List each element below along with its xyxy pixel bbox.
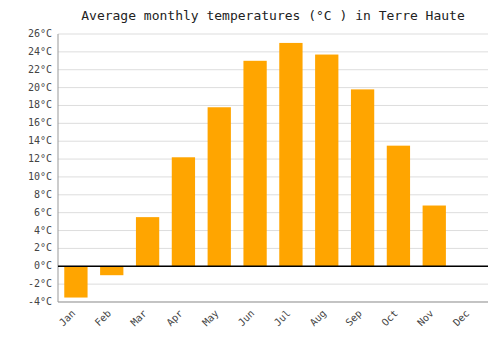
chart-container: Average monthly temperatures (°C ) in Te… bbox=[0, 0, 500, 350]
bar bbox=[279, 43, 302, 266]
y-tick-label: 10°C bbox=[28, 171, 52, 182]
x-tick-label: Mar bbox=[128, 308, 149, 329]
y-tick-label: 4°C bbox=[34, 225, 52, 236]
bar bbox=[100, 266, 123, 275]
grid-line bbox=[58, 159, 488, 160]
grid bbox=[58, 34, 488, 302]
x-tick-label: Oct bbox=[379, 308, 400, 329]
x-tick-label: Feb bbox=[93, 308, 114, 329]
x-tick-label: Nov bbox=[415, 308, 436, 329]
x-tick-label: Jun bbox=[236, 308, 257, 329]
grid-line bbox=[58, 105, 488, 106]
y-tick-label: 12°C bbox=[28, 153, 52, 164]
bar bbox=[387, 146, 410, 267]
y-tick-label: -2°C bbox=[28, 278, 52, 289]
grid-line bbox=[58, 87, 488, 88]
y-tick-label: 24°C bbox=[28, 46, 52, 57]
grid-line bbox=[58, 176, 488, 177]
x-tick-label: Sep bbox=[343, 308, 364, 329]
zero-line bbox=[58, 266, 488, 268]
y-tick-label: 14°C bbox=[28, 135, 52, 146]
y-tick-label: 18°C bbox=[28, 99, 52, 110]
y-axis-line bbox=[58, 34, 59, 302]
grid-line bbox=[58, 284, 488, 285]
y-tick-label: 6°C bbox=[34, 207, 52, 218]
x-tick-label: May bbox=[200, 308, 221, 329]
y-tick-label: 16°C bbox=[28, 117, 52, 128]
bar bbox=[351, 89, 374, 266]
x-tick-label: Jul bbox=[272, 308, 293, 329]
grid-line bbox=[58, 266, 488, 267]
bar bbox=[243, 61, 266, 266]
grid-line bbox=[58, 123, 488, 124]
x-tick-label: Aug bbox=[308, 308, 329, 329]
title: Average monthly temperatures (°C ) in Te… bbox=[81, 8, 465, 23]
x-axis-line bbox=[58, 302, 488, 303]
bar bbox=[208, 107, 231, 266]
y-tick-label: 22°C bbox=[28, 64, 52, 75]
x-tick-label: Jan bbox=[57, 308, 78, 329]
chart: Average monthly temperatures (°C ) in Te… bbox=[0, 0, 500, 350]
x-tick-label: Dec bbox=[451, 308, 472, 329]
bar bbox=[423, 206, 446, 267]
y-tick-label: 20°C bbox=[28, 82, 52, 93]
y-tick-label: -4°C bbox=[28, 296, 52, 307]
y-tick-label: 2°C bbox=[34, 242, 52, 253]
grid-line bbox=[58, 141, 488, 142]
y-tick-label: 8°C bbox=[34, 189, 52, 200]
bar bbox=[136, 217, 159, 266]
y-tick-label: 0°C bbox=[34, 260, 52, 271]
bar bbox=[315, 55, 338, 267]
bar bbox=[172, 157, 195, 266]
grid-line bbox=[58, 302, 488, 303]
grid-line bbox=[58, 51, 488, 52]
y-tick-label: 26°C bbox=[28, 28, 52, 39]
bars bbox=[64, 43, 446, 298]
bar bbox=[64, 266, 87, 297]
grid-line bbox=[58, 194, 488, 195]
grid-line bbox=[58, 34, 488, 35]
grid-line bbox=[58, 69, 488, 70]
x-tick-label: Apr bbox=[164, 308, 185, 329]
